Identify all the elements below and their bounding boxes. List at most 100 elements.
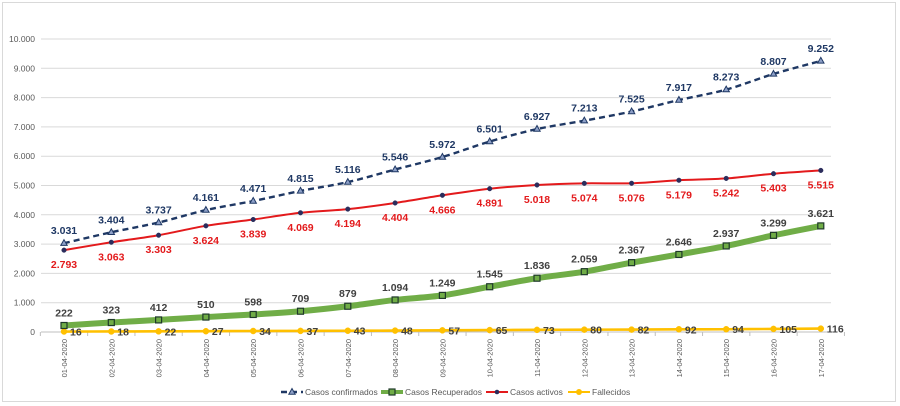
data-point-casos-confirmados xyxy=(391,164,400,173)
data-label-casos-recuperados: 510 xyxy=(197,299,215,311)
data-point-fallecidos xyxy=(60,328,68,335)
data-label-fallecidos: 82 xyxy=(638,325,650,337)
y-tick-label: 1.000 xyxy=(14,298,36,308)
data-label-casos-confirmados: 3.031 xyxy=(51,225,77,237)
data-point-casos-confirmados xyxy=(59,238,69,246)
data-label-casos-activos: 3.624 xyxy=(193,235,219,247)
data-label-casos-recuperados: 1.836 xyxy=(524,260,550,272)
data-point-fallecidos xyxy=(770,325,777,333)
legend-marker xyxy=(576,389,582,395)
data-point-casos-activos xyxy=(723,175,729,181)
data-point-casos-activos xyxy=(156,232,162,238)
data-label-fallecidos: 65 xyxy=(496,325,508,337)
data-label-casos-confirmados: 4.815 xyxy=(287,173,313,185)
data-point-casos-confirmados xyxy=(722,85,731,93)
data-label-casos-recuperados: 2.059 xyxy=(571,254,597,266)
data-point-casos-recuperados xyxy=(391,296,399,304)
data-point-casos-recuperados xyxy=(817,222,825,230)
data-point-casos-confirmados xyxy=(769,69,778,77)
data-label-casos-activos: 5.076 xyxy=(618,192,644,204)
data-label-casos-confirmados: 7.525 xyxy=(618,94,644,106)
data-point-casos-confirmados xyxy=(438,152,447,160)
data-point-casos-recuperados xyxy=(249,310,257,319)
y-tick-label: 6.000 xyxy=(14,151,36,161)
legend-item-fallecidos[interactable]: Fallecidos xyxy=(568,387,630,397)
y-axis-ticks: 0 1.000 2.000 3.000 4.000 5.000 6.000 7.000 8.00… xyxy=(9,34,35,337)
legend: Casos confirmados Casos Recuperados Casos … xyxy=(281,387,630,397)
series-line-casos-confirmados xyxy=(63,59,822,245)
data-label-casos-recuperados: 1.545 xyxy=(477,269,503,281)
data-point-fallecidos xyxy=(108,328,115,335)
y-tick-label: 10.000 xyxy=(9,34,35,44)
data-label-fallecidos: 48 xyxy=(401,326,413,338)
x-tick-label: 05-04-2020 xyxy=(249,339,258,377)
y-tick-label: 9.000 xyxy=(14,63,36,73)
data-point-casos-confirmados xyxy=(107,227,116,235)
data-labels: 16 18 22 27 34 37 43 48 57 65 73 80 82 92 94 105 116 222 3… xyxy=(51,43,844,339)
x-axis-ticks: 01-04-2020 02-04-2020 03-04-2020 04-04-2020… xyxy=(39,332,845,377)
data-point-casos-activos xyxy=(676,177,682,183)
data-label-casos-recuperados: 598 xyxy=(244,296,262,308)
data-point-casos-activos xyxy=(439,192,445,198)
data-label-casos-activos: 5.018 xyxy=(524,194,550,206)
data-point-casos-confirmados xyxy=(674,95,683,103)
data-point-casos-recuperados xyxy=(580,268,588,276)
legend-item-casos-confirmados[interactable]: Casos confirmados xyxy=(281,387,378,397)
data-point-casos-activos xyxy=(203,223,209,229)
data-label-casos-activos: 2.793 xyxy=(51,259,77,271)
data-point-casos-confirmados xyxy=(343,177,352,185)
data-label-casos-recuperados: 2.646 xyxy=(666,236,692,248)
data-point-casos-recuperados xyxy=(107,318,115,327)
data-point-casos-recuperados xyxy=(60,321,68,330)
x-tick-label: 06-04-2020 xyxy=(297,339,306,377)
legend-label: Casos activos xyxy=(510,387,563,397)
data-point-fallecidos xyxy=(722,325,730,333)
data-label-casos-recuperados: 2.367 xyxy=(618,245,644,257)
data-label-casos-confirmados: 7.917 xyxy=(666,82,692,94)
data-point-fallecidos xyxy=(628,326,635,333)
legend-item-casos-activos[interactable]: Casos activos xyxy=(486,387,563,397)
data-label-casos-activos: 5.515 xyxy=(808,179,834,191)
data-point-casos-recuperados xyxy=(722,242,730,250)
data-point-casos-recuperados xyxy=(675,250,683,259)
data-label-casos-recuperados: 323 xyxy=(103,305,121,317)
y-tick-label: 2.000 xyxy=(14,268,36,278)
x-tick-label: 10-04-2020 xyxy=(486,339,495,377)
data-point-casos-recuperados xyxy=(344,302,352,310)
x-tick-label: 13-04-2020 xyxy=(628,339,637,377)
data-label-fallecidos: 57 xyxy=(448,325,460,337)
data-label-casos-confirmados: 7.213 xyxy=(571,103,597,115)
data-label-casos-recuperados: 709 xyxy=(292,293,310,305)
data-label-casos-activos: 4.404 xyxy=(382,212,408,224)
data-label-casos-confirmados: 4.471 xyxy=(240,183,266,195)
data-point-casos-activos xyxy=(345,206,351,212)
data-label-fallecidos: 34 xyxy=(259,326,271,338)
data-label-casos-recuperados: 3.621 xyxy=(808,208,834,220)
x-tick-label: 11-04-2020 xyxy=(533,339,542,377)
data-label-fallecidos: 27 xyxy=(212,326,224,338)
data-label-fallecidos: 94 xyxy=(732,324,744,336)
data-point-fallecidos xyxy=(675,326,683,333)
x-tick-label: 14-04-2020 xyxy=(675,339,684,377)
data-label-casos-recuperados: 222 xyxy=(55,307,73,319)
data-label-fallecidos: 73 xyxy=(543,325,555,337)
data-label-casos-activos: 4.194 xyxy=(335,218,361,230)
data-point-casos-activos xyxy=(770,171,777,177)
data-point-casos-activos xyxy=(392,200,398,206)
data-label-casos-confirmados: 5.116 xyxy=(335,164,361,176)
series-fallecidos xyxy=(60,325,825,335)
data-point-casos-recuperados xyxy=(769,231,778,239)
data-point-casos-recuperados xyxy=(202,313,210,321)
series-casos-confirmados xyxy=(59,56,825,246)
data-point-casos-confirmados xyxy=(485,136,494,145)
data-label-casos-confirmados: 8.273 xyxy=(713,72,739,84)
line-chart: 0 1.000 2.000 3.000 4.000 5.000 6.000 7.000 8.00… xyxy=(9,34,845,397)
data-point-fallecidos xyxy=(344,327,352,334)
data-label-fallecidos: 22 xyxy=(165,326,177,338)
data-label-fallecidos: 80 xyxy=(590,325,602,337)
data-point-casos-recuperados xyxy=(533,274,541,282)
x-tick-label: 15-04-2020 xyxy=(722,339,731,377)
data-label-casos-confirmados: 5.546 xyxy=(382,152,408,164)
legend-item-casos-recuperados[interactable]: Casos Recuperados xyxy=(381,387,482,397)
data-label-fallecidos: 116 xyxy=(827,324,844,336)
